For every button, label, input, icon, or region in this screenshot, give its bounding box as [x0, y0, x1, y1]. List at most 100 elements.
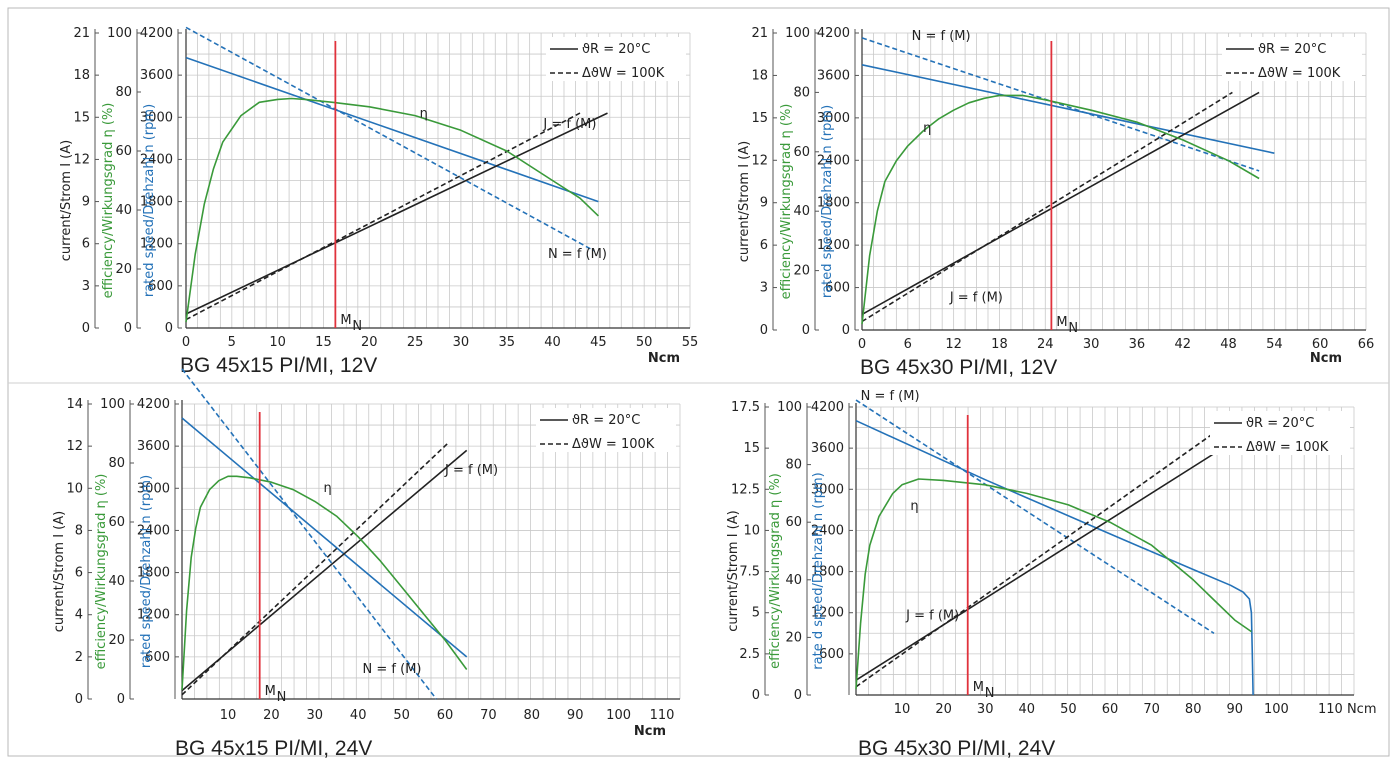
series-group — [861, 37, 1275, 325]
rated-torque-label: M — [340, 313, 351, 328]
x-tick-label: 100 — [606, 708, 631, 723]
series-i20 — [861, 91, 1260, 316]
y-tick-label: 2400 — [817, 153, 850, 168]
y-tick-label: 4200 — [140, 26, 173, 41]
series-group — [855, 399, 1254, 696]
x-axis-label: Ncm — [648, 351, 680, 366]
series-n20 — [181, 417, 468, 658]
y-tick-label: 21 — [751, 26, 768, 41]
curve-label: η — [910, 499, 918, 514]
x-tick-label: 36 — [1129, 337, 1146, 352]
series-i100 — [861, 91, 1233, 323]
chart-panel-1: 0 3 6 9 12 15 18 21 current/Strom I (A) 0 20 40 60 80… — [59, 26, 698, 377]
x-tick-label: 12 — [945, 337, 962, 352]
speed-axis: 600 1200 1800 2400 3000 3600 4200 rate d speed/… — [811, 400, 853, 695]
curve-label: N = f (M) — [912, 29, 971, 44]
y-tick-label: 15 — [743, 441, 760, 456]
x-tick-label: 50 — [393, 708, 410, 723]
rated-torque-subscript: N — [1068, 321, 1078, 336]
y-tick-label: 3600 — [817, 68, 850, 83]
y-tick-label: 9 — [82, 195, 90, 210]
y-tick-label: 0 — [75, 692, 83, 707]
curve-label: J = f (M) — [444, 463, 498, 478]
rated-torque-label: M — [973, 680, 984, 695]
y-tick-label: 10 — [743, 523, 760, 538]
series-eta — [185, 97, 599, 323]
y-tick-label: 1800 — [817, 196, 850, 211]
series-n100 — [861, 37, 1260, 172]
y-tick-label: 0 — [842, 323, 850, 338]
y-tick-label: 0 — [794, 688, 802, 703]
y-tick-label: 17.5 — [731, 400, 760, 415]
y-tick-label: 3600 — [140, 68, 173, 83]
y-tick-label: 60 — [785, 515, 802, 530]
y-tick-label: 0 — [760, 323, 768, 338]
series-eta — [855, 478, 1252, 690]
x-tick-label: 70 — [1143, 702, 1160, 717]
y-tick-label: 100 — [100, 397, 125, 412]
legend: ϑR = 20°C ΔϑW = 100K — [536, 408, 676, 452]
y-tick-label: 60 — [793, 145, 810, 160]
y-tick-label: 3000 — [811, 482, 844, 497]
series-n20 — [861, 64, 1275, 154]
y-tick-label: 12 — [751, 153, 768, 168]
x-tick-label: 6 — [904, 337, 912, 352]
curve-label: N = f (M) — [861, 389, 920, 404]
current-axis: 0 3 6 9 12 15 18 21 current/Strom I (A) — [59, 26, 99, 336]
x-tick-label: 60 — [1102, 702, 1119, 717]
curve-label: N = f (M) — [548, 247, 607, 262]
rated-torque-label: M — [265, 684, 276, 699]
x-tick-label: 42 — [1174, 337, 1191, 352]
x-tick-label: 50 — [1060, 702, 1077, 717]
y-tick-label: 60 — [115, 144, 132, 159]
series-n100 — [855, 399, 1215, 634]
y-tick-label: 6 — [82, 237, 90, 252]
y-tick-label: 21 — [73, 26, 90, 41]
y-tick-label: 100 — [107, 26, 132, 41]
efficiency-axis: 0 20 40 60 80 100 efficiency/Wirkungsgrad η (%… — [101, 26, 141, 336]
x-tick-label: 10 — [269, 335, 286, 350]
x-tick-label: 0 — [182, 335, 190, 350]
efficiency-axis-label: efficiency/Wirkungsgrad η (%) — [779, 104, 794, 300]
y-tick-label: 4200 — [811, 400, 844, 415]
y-tick-label: 4 — [75, 608, 83, 623]
chart-title: BG 45x30 PI/MI, 24V — [858, 737, 1055, 760]
y-tick-label: 2 — [75, 650, 83, 665]
y-tick-label: 40 — [793, 204, 810, 219]
plot-grid — [861, 32, 1367, 331]
x-axis-label: Ncm — [1310, 351, 1342, 366]
speed-axis-label: rate d speed/Drehzahl n (rpm) — [811, 472, 826, 669]
chart-title: BG 45x30 PI/MI, 12V — [860, 356, 1057, 379]
series-group — [185, 26, 608, 323]
speed-axis-label: rated speed/Drehzahl n (rpm) — [142, 104, 157, 297]
y-tick-label: 5 — [752, 606, 760, 621]
efficiency-axis-label: efficiency/Wirkungsgrad η (%) — [101, 103, 116, 299]
series-i100 — [185, 112, 581, 321]
x-tick-label: 10 — [894, 702, 911, 717]
current-axis-label: current/Strom I (A) — [726, 510, 741, 631]
y-tick-label: 1800 — [811, 565, 844, 580]
legend: ϑR = 20°C ΔϑW = 100K — [1222, 37, 1362, 81]
y-tick-label: 6 — [760, 238, 768, 253]
y-tick-label: 12.5 — [731, 482, 760, 497]
y-tick-label: 1200 — [137, 608, 170, 623]
efficiency-axis: 0 20 40 60 80 100 efficiency/Wirkungsgrad η (%… — [779, 26, 819, 338]
y-tick-label: 4200 — [137, 397, 170, 412]
current-axis-label: current/Strom I (A) — [59, 140, 74, 261]
x-axis: 10 20 30 40 50 60 70 80 90 100 110 Ncm — [894, 702, 1377, 717]
x-tick-label: 110 — [650, 708, 675, 723]
current-axis-label: current/Strom I (A) — [737, 141, 752, 262]
series-i100 — [181, 441, 450, 696]
legend: ϑR = 20°C ΔϑW = 100K — [546, 37, 686, 81]
y-tick-label: 600 — [148, 279, 173, 294]
chart-title: BG 45x15 PI/MI, 24V — [175, 737, 372, 760]
y-tick-label: 12 — [73, 152, 90, 167]
speed-axis: 0 600 1200 1800 2400 3000 3600 4200 rated speed/… — [140, 26, 182, 336]
x-tick-label: 55 — [682, 335, 699, 350]
y-tick-label: 80 — [108, 456, 125, 471]
x-tick-label: 30 — [307, 708, 324, 723]
rated-torque-subscript: N — [352, 319, 362, 334]
x-tick-label: 60 — [437, 708, 454, 723]
